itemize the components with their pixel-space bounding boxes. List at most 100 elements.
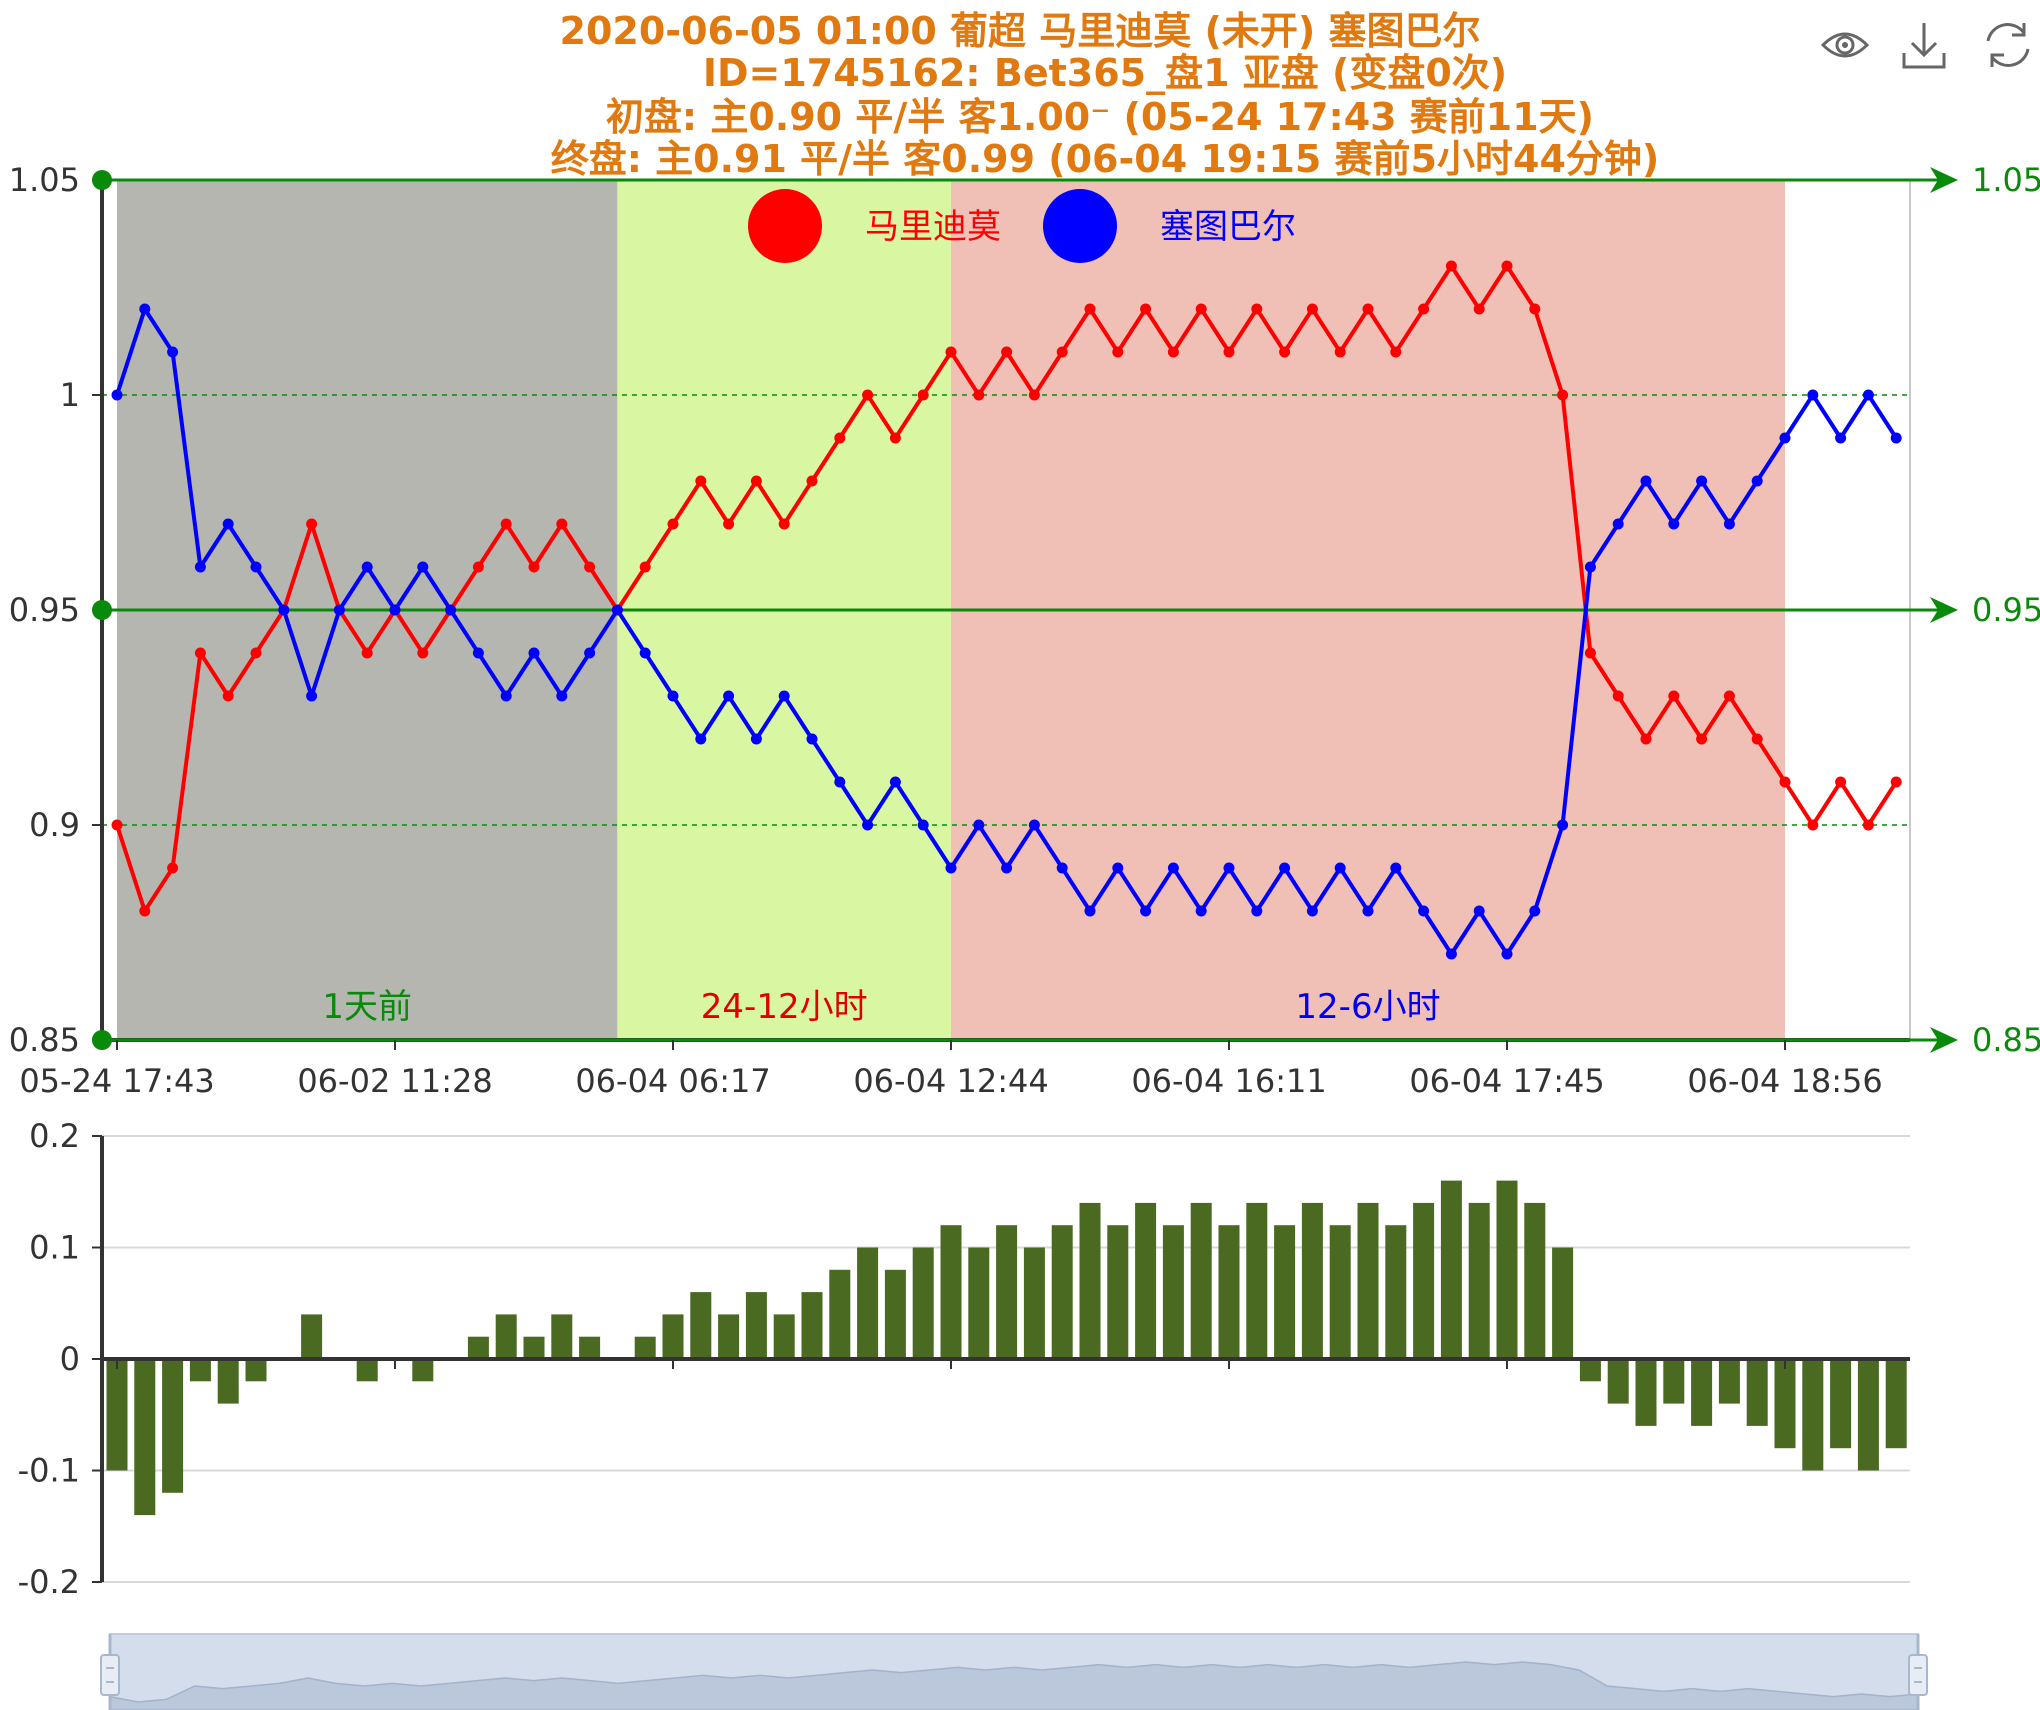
difference-bar: [857, 1247, 879, 1359]
data-point: [1890, 432, 1902, 444]
data-point: [1001, 862, 1013, 874]
data-point: [1751, 475, 1763, 487]
difference-bar: [1079, 1202, 1101, 1359]
data-point: [862, 389, 874, 401]
legend-marker: [1043, 189, 1117, 263]
data-point: [1390, 346, 1402, 358]
data-point: [1779, 776, 1791, 788]
data-point: [1696, 733, 1708, 745]
difference-bar: [134, 1359, 156, 1516]
data-point: [1751, 733, 1763, 745]
data-point: [556, 518, 568, 530]
bar-y-tick-label: 0: [60, 1340, 80, 1378]
difference-bar: [301, 1314, 323, 1359]
data-point: [500, 690, 512, 702]
difference-bar: [1357, 1202, 1379, 1359]
bar-y-tick-label: -0.2: [18, 1563, 80, 1601]
data-point: [778, 690, 790, 702]
data-point: [1445, 260, 1457, 272]
difference-bar: [523, 1336, 545, 1359]
data-point: [222, 518, 234, 530]
download-icon[interactable]: [1898, 19, 1950, 71]
data-point: [639, 647, 651, 659]
data-point: [1807, 819, 1819, 831]
data-zoom-preview: [109, 1661, 1919, 1710]
difference-bar: [718, 1314, 740, 1359]
data-point: [1501, 948, 1513, 960]
difference-bar: [1301, 1202, 1323, 1359]
data-point: [1251, 303, 1263, 315]
x-tick-label: 05-24 17:43: [19, 1062, 214, 1100]
data-point: [1723, 518, 1735, 530]
data-point: [1696, 475, 1708, 487]
data-point: [1112, 346, 1124, 358]
data-zoom-handle-left[interactable]: [100, 1634, 120, 1710]
y-tick-label: 0.85: [9, 1021, 80, 1059]
data-point: [945, 346, 957, 358]
difference-bar: [189, 1359, 211, 1382]
time-band-label-2: 12-6小时: [1295, 987, 1440, 1027]
legend-label: 塞图巴尔: [1160, 207, 1296, 247]
x-tick-label: 06-04 06:17: [575, 1062, 770, 1100]
refresh-icon[interactable]: [1982, 19, 2034, 71]
reference-line-2: [92, 1027, 1958, 1053]
difference-bar: [1635, 1359, 1657, 1426]
data-point: [1584, 561, 1596, 573]
difference-bar: [1496, 1180, 1518, 1359]
difference-bar: [1246, 1202, 1268, 1359]
data-zoom-selection[interactable]: [110, 1634, 1918, 1710]
difference-bar: [634, 1336, 656, 1359]
eye-icon[interactable]: [1819, 19, 1871, 71]
data-point: [361, 561, 373, 573]
data-point: [750, 733, 762, 745]
legend-item-1[interactable]: 塞图巴尔: [1043, 189, 1296, 263]
data-point: [1112, 862, 1124, 874]
bar-y-tick-label: -0.1: [18, 1452, 80, 1490]
difference-bar: [217, 1359, 239, 1404]
difference-bar: [579, 1336, 601, 1359]
difference-bar: [1218, 1225, 1240, 1359]
data-point: [1028, 819, 1040, 831]
bar-y-tick-label: 0.1: [29, 1229, 80, 1267]
data-point: [1167, 346, 1179, 358]
data-point: [528, 561, 540, 573]
data-point: [973, 389, 985, 401]
difference-bar: [1885, 1359, 1907, 1449]
data-point: [194, 647, 206, 659]
difference-bar: [1440, 1180, 1462, 1359]
data-point: [1195, 303, 1207, 315]
data-point: [889, 432, 901, 444]
data-point: [1084, 303, 1096, 315]
difference-bar: [1718, 1359, 1740, 1404]
data-point: [1473, 905, 1485, 917]
y-tick-label: 0.95: [9, 591, 80, 629]
y-tick-label-right: 0.85: [1972, 1021, 2040, 1059]
data-point: [1056, 346, 1068, 358]
difference-bar: [1051, 1225, 1073, 1359]
legend-item-0[interactable]: 马里迪莫: [748, 189, 1001, 263]
data-point: [417, 647, 429, 659]
data-point: [1334, 862, 1346, 874]
data-point: [1640, 733, 1652, 745]
data-point: [1835, 432, 1847, 444]
difference-bar: [940, 1225, 962, 1359]
difference-bar: [1607, 1359, 1629, 1404]
data-point: [1056, 862, 1068, 874]
difference-bar: [1552, 1247, 1574, 1359]
difference-bar: [412, 1359, 434, 1382]
difference-bar: [1774, 1359, 1796, 1449]
data-point: [1668, 518, 1680, 530]
difference-bar: [801, 1292, 823, 1359]
data-point: [1529, 905, 1541, 917]
data-point: [222, 690, 234, 702]
data-point: [1223, 346, 1235, 358]
legend-label: 马里迪莫: [865, 207, 1001, 247]
data-point: [139, 303, 151, 315]
x-tick-label: 06-04 12:44: [853, 1062, 1048, 1100]
data-zoom-handle-right[interactable]: [1908, 1634, 1928, 1710]
data-point: [278, 604, 290, 616]
data-zoom-slider[interactable]: [100, 1633, 1928, 1710]
difference-bar: [1385, 1225, 1407, 1359]
data-point: [250, 647, 262, 659]
